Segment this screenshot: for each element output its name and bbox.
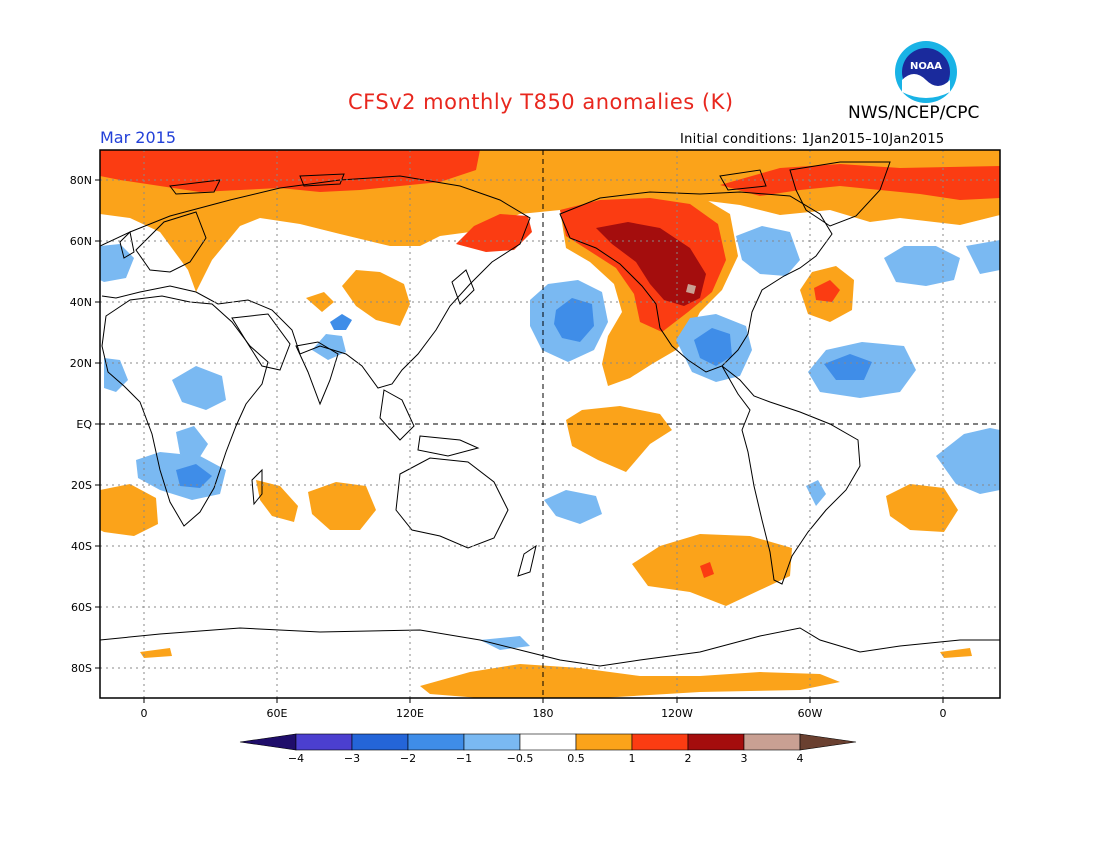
lon-label: 60E xyxy=(267,707,288,720)
graticule xyxy=(100,150,1000,698)
lon-label: 120E xyxy=(396,707,424,720)
anomaly-europe-cool xyxy=(100,244,134,282)
colorbar-label: −2 xyxy=(400,752,416,765)
anomaly-asia-light xyxy=(342,270,410,326)
anomaly-europe-cool-east xyxy=(966,240,1000,274)
colorbar-swatch xyxy=(743,733,801,751)
lat-label: 60S xyxy=(71,601,92,614)
anomaly-antarctic-cool xyxy=(480,636,530,650)
anomaly-s-atlantic-warm-east xyxy=(886,484,958,532)
anomaly-arctic-mid-east xyxy=(720,164,1000,200)
anomaly-asia-cool xyxy=(330,314,352,330)
lon-label: 0 xyxy=(940,707,947,720)
noaa-logo-icon: NOAA xyxy=(895,41,957,103)
colorbar-label: −1 xyxy=(456,752,472,765)
anomaly-antarctic-small-warm-e xyxy=(940,648,972,658)
colorbar-swatch xyxy=(295,733,353,751)
agency-label: NWS/NCEP/CPC xyxy=(848,103,980,123)
colorbar-arrow-high xyxy=(799,733,857,751)
colorbar-swatch xyxy=(351,733,409,751)
initial-conditions-label: Initial conditions: 1Jan2015–10Jan2015 xyxy=(680,132,945,147)
colorbar-swatch xyxy=(463,733,521,751)
forecast-month-label: Mar 2015 xyxy=(100,128,176,147)
lon-label: 120W xyxy=(661,707,693,720)
anomaly-antarctic-small-warm xyxy=(140,648,172,658)
lat-label: 60N xyxy=(70,235,92,248)
anomaly-sw-africa-cool-mid xyxy=(176,464,212,488)
lat-label: 80N xyxy=(70,174,92,187)
anomaly-east-africa-cool xyxy=(176,426,208,460)
colorbar-swatch xyxy=(687,733,745,751)
coastlines xyxy=(100,161,1000,667)
anomaly-canada-cool xyxy=(736,226,800,276)
anomaly-west-africa-cool xyxy=(104,358,128,392)
colorbar-label: −3 xyxy=(344,752,360,765)
anomaly-namerica-strong xyxy=(596,222,706,306)
colorbar-swatch xyxy=(575,733,633,751)
colorbar-label: 2 xyxy=(685,752,692,765)
anomaly-brazil-cool xyxy=(806,480,826,506)
colorbar-label: 1 xyxy=(629,752,636,765)
chart-title: CFSv2 monthly T850 anomalies (K) xyxy=(348,90,734,114)
lon-label: 0 xyxy=(141,707,148,720)
lat-label: 40N xyxy=(70,296,92,309)
lat-label: EQ xyxy=(76,418,92,431)
lon-label: 180 xyxy=(533,707,554,720)
anomaly-madagascar-warm xyxy=(256,480,298,522)
colorbar xyxy=(239,733,857,751)
colorbar-label: 4 xyxy=(797,752,804,765)
anomaly-namerica-extreme xyxy=(686,284,696,294)
colorbar-label: 0.5 xyxy=(567,752,585,765)
colorbar-swatch xyxy=(519,733,577,751)
lat-label: 20S xyxy=(71,479,92,492)
lat-label: 20N xyxy=(70,357,92,370)
anomaly-alaska-mid xyxy=(456,214,532,252)
anomaly-nw-atlantic-cool xyxy=(884,246,960,286)
anomaly-antarctic-warm xyxy=(420,664,840,698)
anomaly-east-s-atlantic-cool xyxy=(936,428,1000,494)
anomaly-mexico-cool-mid xyxy=(694,328,732,366)
colorbar-swatch xyxy=(631,733,689,751)
anomaly-asia-small-warm xyxy=(306,292,334,312)
anomaly-trop-atlantic-cool-mid xyxy=(824,354,872,380)
colorbar-label: 3 xyxy=(741,752,748,765)
anomaly-arctic-mid xyxy=(100,150,480,192)
anomaly-indian-warm xyxy=(308,482,376,530)
lon-label: 60W xyxy=(798,707,823,720)
lat-label: 40S xyxy=(71,540,92,553)
colorbar-label: −0.5 xyxy=(507,752,534,765)
colorbar-label: −4 xyxy=(288,752,304,765)
anomaly-npacific-cool-mid xyxy=(554,298,594,342)
anomaly-cpacific-warm xyxy=(566,406,672,472)
lat-label: 80S xyxy=(71,662,92,675)
logo-text: NOAA xyxy=(910,61,942,72)
anomaly-nw-atlantic-warm-mid xyxy=(814,280,840,302)
colorbar-arrow-low xyxy=(239,733,297,751)
colorbar-swatch xyxy=(407,733,465,751)
anomaly-swpacific-cool xyxy=(544,490,602,524)
axis-ticks xyxy=(95,179,944,703)
anomaly-spacific-warm-mid xyxy=(700,562,714,578)
anomaly-africa-cool xyxy=(172,366,226,410)
